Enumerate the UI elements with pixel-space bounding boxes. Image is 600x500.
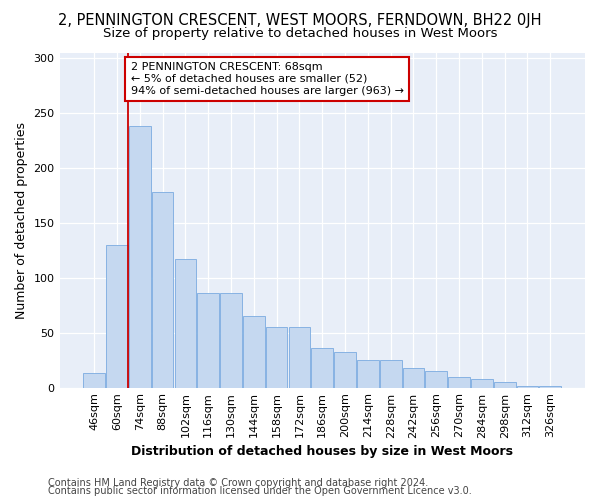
Bar	[311, 348, 333, 388]
Text: 2 PENNINGTON CRESCENT: 68sqm
← 5% of detached houses are smaller (52)
94% of sem: 2 PENNINGTON CRESCENT: 68sqm ← 5% of det…	[131, 62, 404, 96]
Bar	[175, 259, 196, 388]
Bar	[380, 360, 401, 388]
Bar	[243, 316, 265, 388]
Y-axis label: Number of detached properties: Number of detached properties	[15, 122, 28, 318]
Bar	[403, 368, 424, 388]
Bar	[106, 245, 128, 388]
Bar	[289, 327, 310, 388]
Bar	[334, 352, 356, 388]
Bar	[494, 382, 515, 388]
X-axis label: Distribution of detached houses by size in West Moors: Distribution of detached houses by size …	[131, 444, 513, 458]
Bar	[266, 327, 287, 388]
Bar	[152, 192, 173, 388]
Bar	[197, 293, 219, 388]
Bar	[220, 293, 242, 388]
Bar	[83, 374, 105, 388]
Bar	[517, 386, 538, 388]
Text: Contains public sector information licensed under the Open Government Licence v3: Contains public sector information licen…	[48, 486, 472, 496]
Text: Contains HM Land Registry data © Crown copyright and database right 2024.: Contains HM Land Registry data © Crown c…	[48, 478, 428, 488]
Bar	[539, 386, 561, 388]
Bar	[425, 371, 447, 388]
Bar	[357, 360, 379, 388]
Bar	[448, 376, 470, 388]
Bar	[471, 379, 493, 388]
Bar	[129, 126, 151, 388]
Text: 2, PENNINGTON CRESCENT, WEST MOORS, FERNDOWN, BH22 0JH: 2, PENNINGTON CRESCENT, WEST MOORS, FERN…	[58, 12, 542, 28]
Text: Size of property relative to detached houses in West Moors: Size of property relative to detached ho…	[103, 28, 497, 40]
